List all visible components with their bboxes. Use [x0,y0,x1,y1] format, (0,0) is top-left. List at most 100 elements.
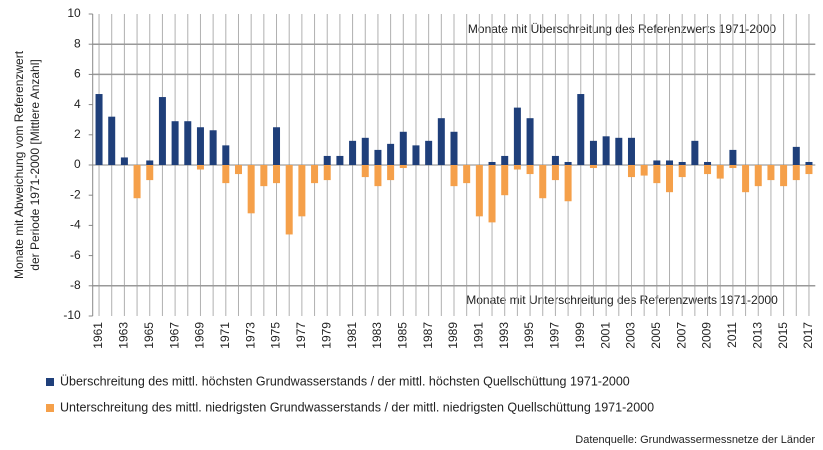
bar [805,165,813,175]
x-tick-label: 1967 [167,322,181,349]
bar [526,165,534,175]
x-tick-label: 1993 [497,322,511,349]
x-tick-label: 1985 [395,322,409,349]
y-tick-label: 8 [74,36,81,50]
bar [361,165,369,178]
x-tick-label: 1989 [446,322,460,349]
bar [539,165,547,199]
bar [120,157,128,165]
bar [463,165,471,184]
x-tick-label: 2009 [700,322,714,349]
y-tick-label: 4 [74,97,81,111]
x-tick-label: 1965 [142,322,156,349]
y-tick-label: -6 [70,248,81,262]
x-tick-label: 2017 [801,322,815,349]
x-tick-label: 1979 [319,322,333,349]
bar [488,165,496,223]
bar [792,165,800,181]
y-tick-label: -10 [63,308,81,322]
bar [513,165,521,170]
legend-swatch [46,378,54,386]
x-tick-label: 1977 [294,322,308,349]
x-tick-label: 2007 [674,322,688,349]
bar [146,160,154,165]
bar [475,165,483,217]
bar [589,165,597,169]
bar [615,137,623,165]
bar [273,165,281,184]
bar [273,127,281,165]
bar [298,165,306,217]
bar [792,146,800,165]
bar [285,165,293,235]
bar [805,161,813,165]
y-tick-label: -2 [70,187,81,201]
bar [234,165,242,175]
bar [336,155,344,165]
bar [729,165,737,169]
bar [184,121,192,165]
bar [108,116,116,165]
x-tick-label: 1975 [269,322,283,349]
bar [653,165,661,184]
bar [577,94,585,165]
bar [501,165,509,196]
bar [311,165,319,184]
bar [133,165,141,199]
y-axis-label: der Periode 1971-2000 [Mittlere Anzahl] [28,59,42,270]
x-tick-label: 2013 [750,322,764,349]
x-tick-label: 1963 [117,322,131,349]
y-tick-label: -8 [70,278,81,292]
bar [437,118,445,165]
x-tick-label: 2015 [776,322,790,349]
x-tick-label: 1971 [218,322,232,349]
bar [640,165,648,176]
bar [678,165,686,178]
bar [450,131,458,165]
x-tick-label: 1999 [573,322,587,349]
bar [513,107,521,165]
bar [704,165,712,175]
x-tick-label: 1969 [193,322,207,349]
y-tick-label: -4 [70,218,81,232]
x-tick-label: 1995 [522,322,536,349]
bar [260,165,268,187]
bar [387,143,395,165]
bar [196,127,204,165]
y-tick-label: 2 [74,127,81,141]
y-tick-label: 6 [74,67,81,81]
bar [526,118,534,165]
x-tick-label: 2005 [649,322,663,349]
annotation: Monate mit Unterschreitung des Referenzw… [466,293,778,307]
bar [387,165,395,181]
bar [729,149,737,165]
bar [222,145,230,165]
bar [222,165,230,184]
x-tick-label: 1987 [421,322,435,349]
bar [551,155,559,165]
bar [196,165,204,170]
x-tick-label: 2003 [624,322,638,349]
x-tick-label: 1961 [91,322,105,349]
legend-label: Unterschreitung des mittl. niedrigsten G… [60,400,654,414]
bar [349,140,357,165]
bar [704,161,712,165]
bar [146,165,154,181]
bar [399,131,407,165]
y-tick-label: 10 [67,6,81,20]
bar [627,137,635,165]
bar [425,140,433,165]
bar [589,140,597,165]
bar [653,160,661,165]
bar [678,161,686,165]
bar [323,155,331,165]
bar [501,155,509,165]
y-tick-label: 0 [74,157,81,171]
bar [412,145,420,165]
bar [488,161,496,165]
bar [564,161,572,165]
bar [666,160,674,165]
bar [209,130,217,165]
bar [767,165,775,181]
